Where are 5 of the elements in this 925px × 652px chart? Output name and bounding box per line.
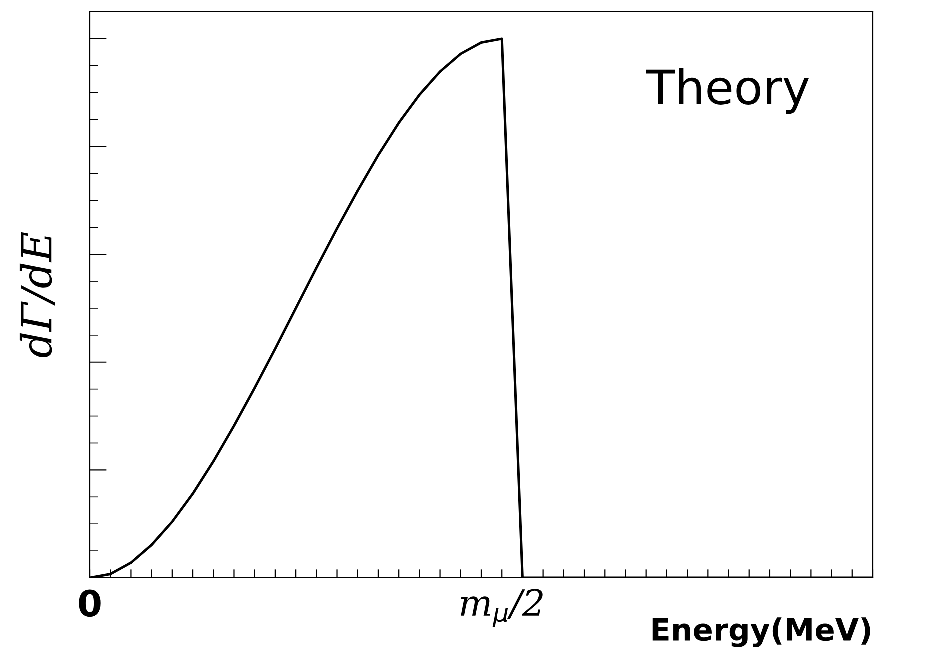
x-tick-label: 0 [79,590,101,618]
annotation: Theory [646,68,809,114]
y-axis-title: dΓ/dE [20,232,56,358]
x-axis-title: Energy(MeV) [652,618,870,648]
x-tick-label: m$_{μ}$/2 [461,589,543,628]
